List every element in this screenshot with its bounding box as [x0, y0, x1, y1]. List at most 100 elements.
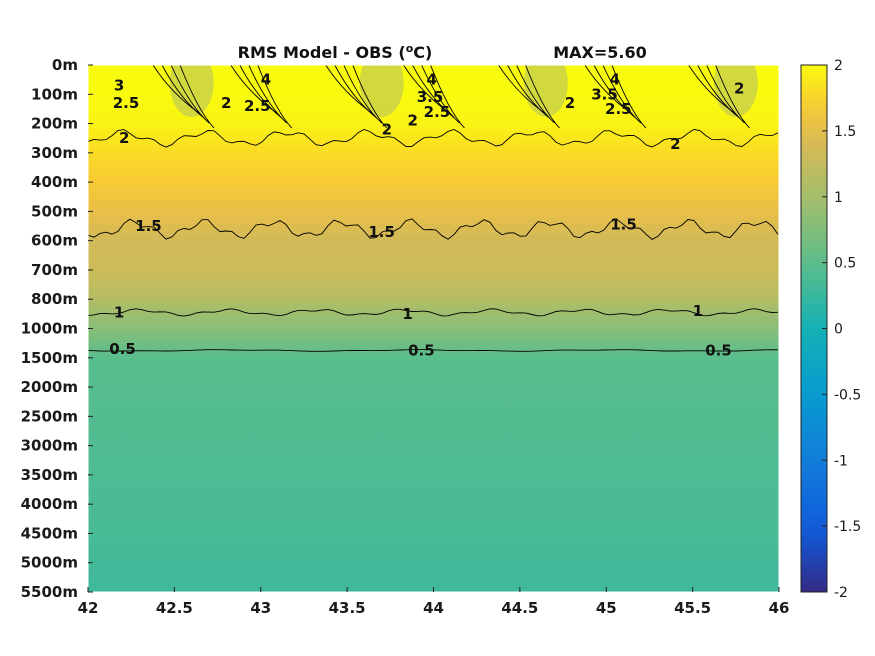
- y-tick-label: 700m: [31, 261, 78, 279]
- contour-line: [352, 65, 388, 129]
- x-tick-label: 45: [596, 599, 617, 617]
- y-tick-label: 1500m: [21, 349, 78, 367]
- x-tick-label: 44.5: [501, 599, 538, 617]
- contour-label: 4: [261, 71, 271, 89]
- y-tick-label: 3500m: [21, 466, 78, 484]
- colorbar-tick-label: -2: [834, 585, 848, 601]
- contour-label: 3.5: [417, 88, 444, 106]
- contour-label: 2.5: [113, 94, 140, 112]
- x-tick-label: 42: [78, 599, 99, 617]
- contour-line: [179, 65, 215, 129]
- heatmap-field: [88, 65, 779, 592]
- contour-line: [343, 65, 383, 124]
- contour-label: 3.5: [591, 85, 618, 103]
- contour-label: 1: [114, 303, 124, 321]
- contour-line: [516, 65, 555, 124]
- chart-title: RMS Model - OBS (oC): [238, 42, 433, 62]
- colorbar-tick-label: 1.5: [834, 124, 856, 140]
- y-tick-label: 4500m: [21, 524, 78, 542]
- y-tick-label: 2500m: [21, 407, 78, 425]
- x-tick-label: 43: [250, 599, 271, 617]
- contour-line: [697, 65, 740, 119]
- x-axis: 42 42.5 43 43.5 44 44.5 45 45.5 46: [78, 587, 790, 617]
- x-tick-label: 42.5: [156, 599, 193, 617]
- contour-line: [593, 65, 637, 119]
- contour-label: 0.5: [408, 341, 435, 359]
- contour-label: 2: [670, 135, 680, 153]
- y-tick-label: 500m: [31, 202, 78, 220]
- y-axis: 0m 100m 200m 300m 400m 500m 600m 700m 800m 1000m 1…: [21, 56, 93, 601]
- contour-label: 2: [408, 112, 418, 130]
- colorbar-tick-label: 0.5: [834, 256, 856, 272]
- chart-max-label: MAX=5.60: [553, 43, 647, 62]
- contour-label: 2: [221, 94, 231, 112]
- colorbar-tick-label: -1.5: [834, 519, 861, 535]
- contour-line: [412, 65, 455, 119]
- y-tick-label: 5500m: [21, 583, 78, 601]
- contour-label: 2.5: [244, 97, 271, 115]
- contour-label: 2: [382, 120, 392, 138]
- contour-label: 1.5: [368, 223, 395, 241]
- contour-label: 3: [114, 76, 124, 94]
- y-tick-label: 3000m: [21, 437, 78, 455]
- colorbar-tick-label: -0.5: [834, 387, 861, 403]
- contour-line: [611, 65, 647, 129]
- contour-line: [88, 308, 779, 317]
- y-tick-label: 100m: [31, 85, 78, 103]
- contour-line: [239, 65, 283, 119]
- contour-line: [257, 65, 293, 129]
- y-tick-label: 800m: [31, 290, 78, 308]
- hotspot: [169, 65, 214, 117]
- contour-label: 2: [565, 94, 575, 112]
- contour-label: 1.5: [610, 216, 637, 234]
- surface-hotspots: [169, 65, 758, 117]
- contour-label: 4: [427, 71, 437, 89]
- colorbar-tick-label: 1: [834, 190, 843, 206]
- y-tick-label: 600m: [31, 232, 78, 250]
- y-tick-label: 300m: [31, 144, 78, 162]
- y-tick-label: 200m: [31, 115, 78, 133]
- contour-line: [161, 65, 205, 119]
- contour-label: 2.5: [424, 103, 451, 121]
- contour-label: 1: [402, 305, 412, 323]
- contour-line: [715, 65, 750, 129]
- y-tick-label: 2000m: [21, 378, 78, 396]
- contour-line: [334, 65, 378, 119]
- y-tick-label: 400m: [31, 173, 78, 191]
- contour-label: 4: [610, 71, 620, 89]
- contour-lines: [88, 65, 779, 352]
- colorbar-tick-label: 2: [834, 58, 843, 74]
- contour-label: 1: [693, 302, 703, 320]
- x-tick-label: 45.5: [674, 599, 711, 617]
- contour-line: [88, 128, 779, 148]
- contour-label: 0.5: [109, 340, 136, 358]
- contour-label: 0.5: [705, 341, 732, 359]
- contour-label: 2.5: [605, 100, 632, 118]
- contour-line: [706, 65, 745, 124]
- contour-label: 1.5: [135, 217, 162, 235]
- contour-label: 2: [119, 129, 129, 147]
- contour-line: [507, 65, 550, 119]
- contour-label: 2: [734, 79, 744, 97]
- contour-line: [170, 65, 210, 124]
- contour-line: [248, 65, 288, 124]
- contour-line: [430, 65, 465, 129]
- colorbar-tick-label: 0: [834, 322, 843, 338]
- contour-line: [421, 65, 460, 124]
- x-tick-label: 46: [769, 599, 790, 617]
- y-tick-label: 4000m: [21, 495, 78, 513]
- contour-line: [88, 218, 779, 240]
- colorbar: 2 1.5 1 0.5 0 -0.5 -1 -1.5 -2: [800, 58, 861, 601]
- contour-line: [88, 349, 779, 352]
- colorbar-tick-label: -1: [834, 453, 848, 469]
- y-tick-label: 1000m: [21, 320, 78, 338]
- x-tick-label: 44: [423, 599, 444, 617]
- x-tick-label: 43.5: [329, 599, 366, 617]
- contour-line: [602, 65, 642, 124]
- contour-line: [525, 65, 560, 129]
- y-tick-label: 0m: [52, 56, 78, 74]
- y-tick-label: 5000m: [21, 554, 78, 572]
